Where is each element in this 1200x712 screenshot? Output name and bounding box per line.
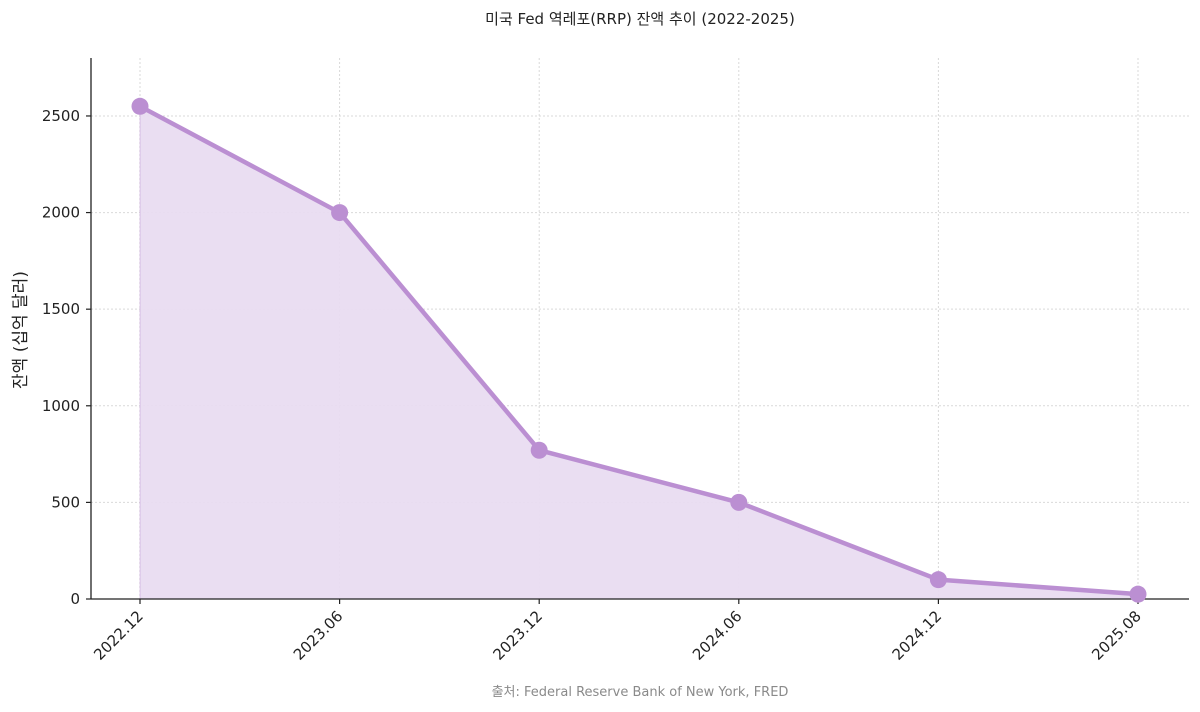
y-tick-label: 500 [51,493,80,511]
y-tick-label: 1000 [42,397,80,415]
data-points [131,97,1147,603]
y-tick-label: 0 [70,590,80,608]
data-point [929,571,947,589]
x-tick-label: 2023.12 [489,607,546,664]
area-layer [137,104,1141,599]
series-line [137,104,1141,597]
y-axis-label: 잔액 (십억 달러) [11,271,31,389]
data-point [1129,585,1147,603]
source-note: 출처: Federal Reserve Bank of New York, FR… [492,685,789,700]
x-tick-label: 2022.12 [90,607,147,664]
x-tick-label: 2024.12 [889,607,946,664]
x-tick-label: 2024.06 [689,607,746,664]
data-point [530,441,548,459]
y-tick-label: 2000 [42,204,80,222]
x-tick-label: 2023.06 [290,607,347,664]
x-ticks: 2022.12 2023.06 2023.12 2024.06 2024.12 2025.… [90,599,1145,664]
x-tick-label: 2025.08 [1088,607,1145,664]
axis-layer [90,58,1189,600]
y-tick-label: 2500 [42,107,80,125]
area-fill [140,106,1138,599]
data-point [131,97,149,115]
chart-title: 미국 Fed 역레포(RRP) 잔액 추이 (2022-2025) [485,10,795,28]
data-point [730,493,748,511]
y-tick-label: 1500 [42,300,80,318]
data-point [331,204,349,222]
y-ticks: 0 500 1000 1500 2000 2500 [42,107,91,608]
